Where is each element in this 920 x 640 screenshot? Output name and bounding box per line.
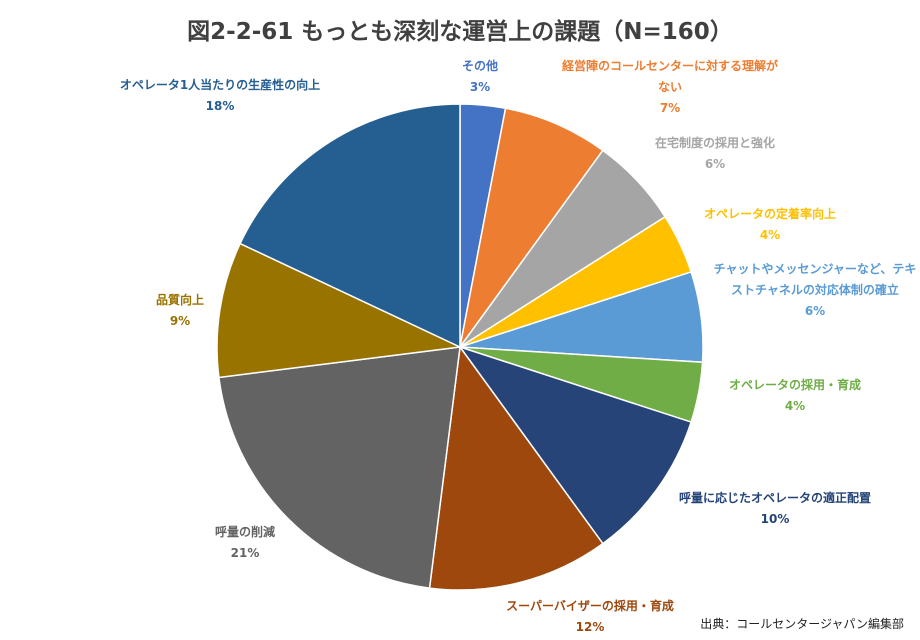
- source-note: 出典：コールセンタージャパン編集部: [700, 617, 904, 631]
- slice-label-allocation-percent: 10%: [760, 512, 790, 526]
- slice-label-productivity-text: オペレータ1人当たりの生産性の向上: [119, 78, 321, 92]
- pie-slice-8: [218, 346, 461, 589]
- slice-label-retention-percent: 4%: [759, 228, 781, 242]
- slice-label-productivity-percent: 18%: [205, 99, 235, 113]
- slice-label-text-channel: チャットやメッセンジャーなど、テキストチャネルの対応体制の確立 6%: [710, 259, 920, 322]
- slice-label-other-percent: 3%: [469, 80, 491, 94]
- slice-label-quality-text: 品質向上: [155, 293, 204, 307]
- slice-label-remote: 在宅制度の採用と強化 6%: [630, 133, 800, 175]
- slice-label-call-reduction-percent: 21%: [230, 546, 260, 560]
- slice-label-supervisor-percent: 12%: [575, 620, 605, 634]
- pie-slice-9: [216, 242, 463, 379]
- slice-label-call-reduction-text: 呼量の削減: [214, 525, 275, 539]
- slice-label-text-channel-percent: 6%: [804, 304, 826, 318]
- slice-label-text-channel-text: チャットやメッセンジャーなど、テキストチャネルの対応体制の確立: [713, 262, 917, 297]
- pie-slice-1: [459, 107, 604, 348]
- pie-slice-10: [239, 103, 461, 349]
- slice-label-management: 経営陣のコールセンターに対する理解がない 7%: [560, 56, 780, 119]
- slice-label-supervisor: スーパーバイザーの採用・育成 12%: [470, 596, 710, 638]
- slice-label-operator-hiring-text: オペレータの採用・育成: [728, 378, 861, 392]
- slice-label-remote-text: 在宅制度の採用と強化: [654, 136, 775, 150]
- slice-label-quality: 品質向上 9%: [130, 290, 230, 332]
- pie-slice-7: [428, 345, 604, 591]
- slice-label-management-percent: 7%: [659, 101, 681, 115]
- slice-label-operator-hiring-percent: 4%: [784, 399, 806, 413]
- chart-title: 図2-2-61 もっとも深刻な運営上の課題（N=160）: [187, 19, 733, 45]
- slice-label-productivity: オペレータ1人当たりの生産性の向上 18%: [110, 75, 330, 117]
- slice-label-allocation-text: 呼量に応じたオペレータの適正配置: [678, 491, 871, 505]
- slice-label-remote-percent: 6%: [704, 157, 726, 171]
- pie-slice-6: [458, 345, 693, 545]
- slice-label-management-text: 経営陣のコールセンターに対する理解がない: [561, 59, 778, 94]
- slice-label-other-text: その他: [461, 59, 498, 73]
- slice-label-retention-text: オペレータの定着率向上: [703, 207, 836, 221]
- slice-label-other: その他 3%: [440, 56, 520, 98]
- slice-label-allocation: 呼量に応じたオペレータの適正配置 10%: [660, 488, 890, 530]
- slice-label-retention: オペレータの定着率向上 4%: [680, 204, 860, 246]
- slice-label-supervisor-text: スーパーバイザーの採用・育成: [506, 599, 674, 613]
- slice-label-call-reduction: 呼量の削減 21%: [190, 522, 300, 564]
- slice-label-quality-percent: 9%: [169, 314, 191, 328]
- slice-label-operator-hiring: オペレータの採用・育成 4%: [700, 375, 890, 417]
